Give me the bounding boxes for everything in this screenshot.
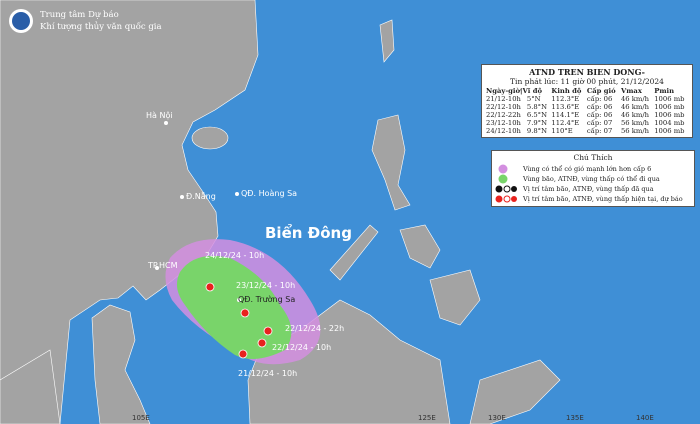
legend-icon: [498, 164, 508, 174]
table-cell: 7.9°N: [526, 119, 548, 127]
table-cell: 1006 mb: [654, 103, 685, 111]
info-box: ATND TREN BIEN DONG- Tin phát lúc: 11 gi…: [481, 64, 693, 138]
table-cell: 1006 mb: [654, 127, 685, 135]
column-header: Kinh độ: [551, 87, 582, 95]
legend-text: Vùng có thể có gió mạnh lớn hơn cấp 6: [523, 165, 652, 173]
city-label: Hà Nội: [146, 110, 173, 120]
table-cell: 112.3°E: [551, 95, 580, 103]
column-header: Vmax: [620, 87, 642, 95]
lon-label: 105E: [132, 414, 150, 422]
lon-label: 140E: [636, 414, 654, 422]
table-cell: 113.6°E: [551, 103, 580, 111]
lon-label: 130E: [488, 414, 506, 422]
legend-text: Vùng bão, ATNĐ, vùng thấp có thể đi qua: [523, 175, 660, 183]
lon-label: 125E: [418, 414, 436, 422]
forecast-table: Ngày-giờ|Vĩ độ Kinh độ Cấp gió Vmax Pmin 21/1…: [485, 87, 689, 135]
org-name: Khí tượng thủy văn quốc gia: [40, 22, 162, 32]
track-label: 21/12/24 - 10h: [238, 369, 297, 378]
legend-item: Vùng có thể có gió mạnh lớn hơn cấp 6: [495, 164, 691, 174]
legend-icon: [495, 185, 517, 193]
lon-label: 135E: [566, 414, 584, 422]
info-title: ATND TREN BIEN DONG-: [529, 67, 645, 77]
org-name: Trung tâm Dự báo: [40, 10, 119, 20]
legend-text: Vị trí tâm bão, ATNĐ, vùng thấp hiện tại…: [523, 195, 683, 203]
column-header: Pmin: [654, 87, 675, 95]
table-cell: 22/12-22h: [486, 111, 521, 119]
table-cell: 110°E: [551, 127, 573, 135]
table-row: 23/12-10h 7.9°N 112.4°E cấp: 07 56 km/h 1004 …: [485, 119, 689, 127]
logo: [9, 9, 33, 33]
track-label: 23/12/24 - 10h: [236, 281, 295, 290]
table-cell: 22/12-10h: [486, 103, 521, 111]
table-cell: 6.5°N: [526, 111, 548, 119]
table-row: 22/12-22h 6.5°N 114.1°E cấp: 06 46 km/h 1006 …: [485, 111, 689, 119]
table-cell: 112.4°E: [551, 119, 580, 127]
legend-item: Vị trí tâm bão, ATNĐ, vùng thấp hiện tại…: [495, 194, 691, 204]
sea-label: Biển Đông: [265, 223, 352, 242]
table-cell: cấp: 06: [586, 95, 613, 103]
table-cell: 46 km/h: [620, 111, 650, 119]
storm-zone: [176, 255, 292, 359]
legend: Chú Thích Vùng có thể có gió mạnh lớn hơ…: [491, 150, 695, 207]
table-cell: 23/12-10h: [486, 119, 521, 127]
table-cell: 9.8°N: [526, 127, 548, 135]
column-header: Cấp gió: [586, 87, 616, 95]
table-cell: cấp: 06: [586, 103, 613, 111]
table-cell: cấp: 07: [586, 127, 613, 135]
table-cell: 46 km/h: [620, 95, 650, 103]
legend-item: Vị trí tâm bão, ATNĐ, vùng thấp đã qua: [495, 184, 691, 194]
header: Trung tâm Dự báo Khí tượng thủy văn quốc …: [8, 8, 162, 34]
legend-item: Vùng bão, ATNĐ, vùng thấp có thể đi qua: [495, 174, 691, 184]
legend-icon: [498, 174, 508, 184]
table-cell: 46 km/h: [620, 103, 650, 111]
city-label: Đ.Nẵng: [186, 191, 216, 201]
table-row: 22/12-10h 5.8°N 113.6°E cấp: 06 46 km/h 1006 …: [485, 103, 689, 111]
table-cell: 1006 mb: [654, 111, 685, 119]
table-cell: 56 km/h: [620, 119, 650, 127]
city-label: TP.HCM: [147, 261, 178, 270]
table-cell: 5.8°N: [526, 103, 548, 111]
track-label: 22/12/24 - 22h: [285, 324, 344, 333]
storm-centers: [205, 282, 273, 359]
table-row: 24/12-10h 9.8°N 110°E cấp: 07 56 km/h 1006 mb: [485, 127, 689, 135]
table-cell: cấp: 07: [586, 119, 613, 127]
island-label: QĐ. Hoàng Sa: [241, 189, 297, 198]
table-cell: 1006 mb: [654, 95, 685, 103]
track-label: 22/12/24 - 10h: [272, 343, 331, 352]
island-label: QĐ. Trường Sa: [238, 294, 295, 304]
place-dots: [155, 121, 241, 302]
table-cell: 56 km/h: [620, 127, 650, 135]
table-cell: 24/12-10h: [486, 127, 521, 135]
table-cell: 5°N: [526, 95, 541, 103]
column-header: Ngày-giờ|Vĩ độ: [486, 87, 542, 95]
legend-title: Chú Thích: [573, 153, 613, 162]
info-issued: Tin phát lúc: 11 giờ 00 phút, 21/12/2024: [510, 77, 664, 86]
table-cell: 1004 mb: [654, 119, 685, 127]
table-cell: cấp: 06: [586, 111, 613, 119]
legend-text: Vị trí tâm bão, ATNĐ, vùng thấp đã qua: [523, 185, 654, 193]
table-cell: 114.1°E: [551, 111, 580, 119]
table-cell: 21/12-10h: [486, 95, 521, 103]
legend-icon: [495, 195, 517, 203]
track-label: 24/12/24 - 10h: [205, 251, 264, 260]
table-row: 21/12-10h 5°N 112.3°E cấp: 06 46 km/h 1006 mb: [485, 95, 689, 103]
